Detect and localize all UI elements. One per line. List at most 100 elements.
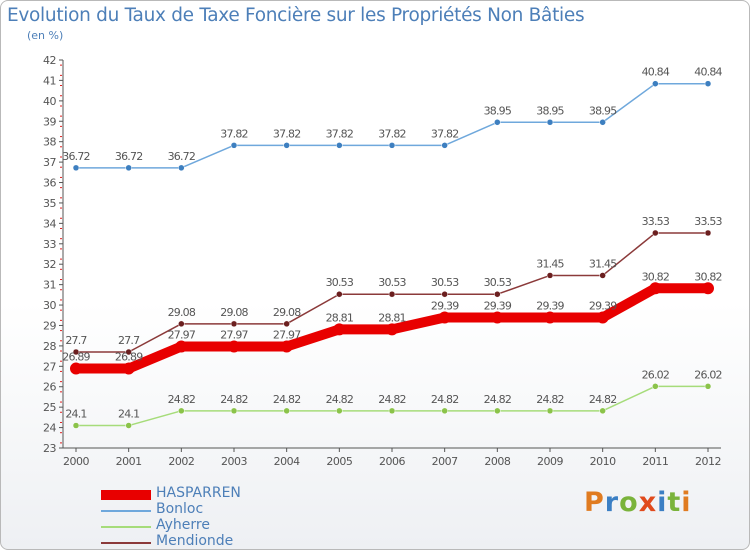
data-label: 37.82 (326, 127, 354, 140)
data-point (72, 348, 80, 356)
data-label: 29.39 (431, 300, 459, 313)
x-tick-label: 2009 (537, 455, 563, 468)
data-label: 24.82 (484, 393, 512, 406)
data-point (702, 282, 714, 295)
data-point (336, 407, 343, 415)
data-label: 38.95 (484, 104, 512, 117)
data-label: 33.53 (642, 215, 670, 228)
data-point (438, 311, 451, 324)
legend-swatch (101, 542, 151, 544)
x-tick-label: 2000 (63, 455, 89, 468)
logo-letter: x (638, 487, 658, 518)
data-label: 27.97 (220, 329, 248, 342)
y-tick-label: 42 (43, 54, 56, 67)
data-label: 27.97 (168, 329, 196, 342)
y-tick-label: 35 (43, 197, 56, 210)
data-label: 30.53 (326, 276, 354, 289)
data-point (125, 348, 132, 356)
data-point (599, 119, 606, 126)
data-label: 29.39 (589, 300, 617, 313)
data-point (544, 311, 556, 324)
data-point (652, 383, 659, 390)
data-label: 27.97 (273, 329, 301, 342)
data-label: 40.84 (694, 66, 722, 79)
data-point (599, 407, 606, 415)
data-point (178, 407, 185, 415)
data-point (652, 229, 659, 237)
data-label: 38.95 (536, 104, 564, 117)
data-point (491, 311, 504, 324)
legend-label: Bonloc (156, 501, 204, 517)
data-point (546, 407, 554, 415)
data-point (441, 142, 448, 149)
data-point (178, 164, 185, 172)
data-point (283, 142, 290, 149)
x-tick-label: 2005 (326, 455, 352, 468)
data-label: 24.82 (589, 393, 617, 406)
x-tick-label: 2001 (116, 455, 142, 468)
data-point (494, 290, 501, 298)
x-tick-label: 2010 (590, 455, 616, 468)
data-point (704, 80, 712, 87)
proxiti-logo: Proxiti (584, 487, 692, 518)
data-point (336, 142, 343, 149)
y-tick-label: 32 (43, 258, 56, 271)
data-label: 36.72 (168, 150, 196, 163)
data-label: 38.95 (589, 104, 617, 117)
y-tick-label: 25 (43, 401, 56, 414)
x-tick-label: 2012 (695, 455, 721, 468)
data-point (386, 323, 398, 336)
data-label: 27.7 (65, 334, 87, 347)
data-point (72, 164, 80, 172)
data-point (652, 80, 659, 87)
chart-title: Evolution du Taux de Taxe Foncière sur l… (7, 5, 585, 26)
x-tick-label: 2007 (432, 455, 458, 468)
data-point (230, 407, 238, 415)
data-point (125, 164, 132, 172)
legend-swatch (101, 526, 151, 528)
data-label: 36.72 (115, 150, 143, 163)
data-point (230, 320, 238, 328)
data-label: 30.53 (378, 276, 406, 289)
logo-letter: o (619, 487, 639, 518)
data-label: 29.39 (536, 300, 564, 313)
data-label: 26.89 (115, 351, 143, 364)
data-point (228, 340, 240, 353)
data-point (333, 323, 346, 336)
legend-label: Mendionde (156, 533, 234, 549)
data-label: 26.02 (642, 368, 670, 381)
data-point (596, 311, 609, 324)
data-label: 33.53 (694, 215, 722, 228)
data-point (122, 362, 135, 375)
logo-letter: r (604, 487, 620, 518)
data-point (704, 229, 712, 237)
data-label: 24.1 (65, 408, 86, 421)
y-tick-label: 40 (43, 95, 56, 108)
y-tick-label: 29 (43, 319, 56, 332)
x-tick-label: 2011 (642, 455, 668, 468)
data-label: 37.82 (220, 127, 248, 140)
y-tick-label: 37 (43, 156, 56, 169)
y-tick-label: 31 (43, 279, 56, 292)
data-point (704, 383, 712, 390)
x-tick-label: 2002 (168, 455, 194, 468)
data-label: 30.53 (431, 276, 459, 289)
data-label: 24.82 (536, 393, 564, 406)
data-point (125, 422, 132, 429)
data-label: 24.1 (118, 408, 139, 421)
x-tick-label: 2006 (379, 455, 405, 468)
data-point (599, 272, 606, 279)
data-label: 26.89 (62, 351, 90, 364)
y-tick-label: 34 (43, 217, 56, 230)
data-label: 40.84 (642, 66, 670, 79)
data-point (280, 340, 293, 353)
x-tick-label: 2008 (484, 455, 510, 468)
data-label: 24.82 (220, 393, 248, 406)
data-label: 27.7 (118, 334, 140, 347)
y-tick-label: 38 (43, 136, 56, 149)
data-label: 26.02 (694, 368, 722, 381)
data-point (441, 290, 448, 298)
legend-swatch (101, 510, 151, 512)
